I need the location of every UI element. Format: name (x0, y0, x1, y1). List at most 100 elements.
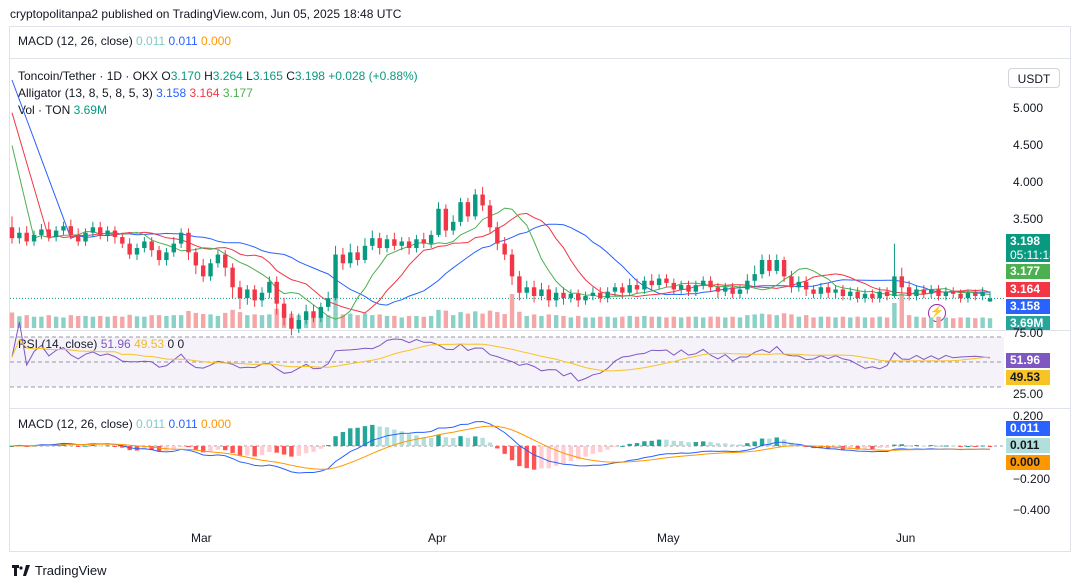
candle-body (737, 289, 743, 294)
volume-bar (68, 315, 74, 328)
rsi-tick-25: 25.00 (1013, 387, 1044, 401)
candle-body (855, 291, 860, 299)
candle-body (384, 239, 390, 248)
volume-bar (171, 315, 176, 328)
rsi-legend[interactable]: RSI (14, close) 51.96 49.53 0 0 (18, 337, 184, 351)
top-macd-legend[interactable]: MACD (12, 26, close) 0.011 0.011 0.000 (18, 34, 231, 48)
volume-bar (656, 316, 662, 328)
candle-body (112, 230, 118, 238)
candle-body (31, 234, 37, 242)
volume-legend[interactable]: Vol · TON 3.69M (18, 103, 107, 117)
candle-body (318, 306, 324, 318)
candle-body (186, 232, 191, 253)
volume-bar (406, 315, 412, 328)
macd-hist-bar (884, 446, 890, 448)
candle-body (355, 252, 360, 260)
volume-bar (737, 317, 743, 328)
candle-body (296, 320, 301, 329)
macd-hist-bar (443, 437, 449, 446)
volume-bar (936, 316, 941, 328)
candle-body (649, 280, 654, 286)
candle-body (61, 226, 66, 231)
macd-hist-bar (362, 426, 368, 446)
macd-hist-bar (752, 441, 757, 446)
macd-hist-bar (83, 445, 88, 447)
macd-hist-bar (384, 427, 390, 446)
macd-line-badge: 0.011 (1006, 421, 1050, 436)
macd-hist-bar (928, 445, 934, 447)
volume-bar (53, 316, 59, 328)
candle-body (325, 298, 331, 307)
macd-hist-bar (509, 446, 515, 461)
candle-body (664, 278, 669, 283)
candle-body (862, 293, 868, 299)
volume-bar (671, 316, 677, 328)
candle-body (723, 287, 728, 292)
candle-body (127, 243, 132, 255)
volume-bar (781, 313, 787, 328)
volume-bar (803, 315, 809, 328)
volume-bar (458, 312, 463, 328)
symbol-name: Toncoin/Tether · 1D · OKX (18, 69, 159, 83)
volume-bar (973, 318, 978, 328)
macd-hist-bar (451, 437, 456, 446)
candle-body (451, 221, 456, 231)
volume-bar (678, 317, 684, 328)
macd-hist-bar (377, 426, 382, 446)
macd-hist-bar (634, 443, 640, 446)
macd-legend[interactable]: MACD (12, 26, close) 0.011 0.011 0.000 (18, 417, 231, 431)
volume-bar (524, 315, 529, 328)
macd-hist-bar (723, 443, 728, 446)
x-tick-apr: Apr (428, 531, 447, 545)
volume-bar (333, 294, 338, 328)
x-tick-jun: Jun (896, 531, 916, 545)
volume-bar (465, 313, 471, 328)
candle-body (561, 292, 566, 299)
volume-bar (568, 317, 574, 328)
macd-signal-value: 0.000 (201, 417, 232, 431)
candle-body (884, 291, 890, 296)
candle-body (171, 243, 176, 253)
macd-hist-bar (759, 438, 765, 446)
volume-bar (951, 318, 956, 328)
volume-bar (355, 315, 360, 328)
candle-body (509, 254, 515, 277)
macd-hist-bar (745, 443, 750, 446)
candle-body (693, 285, 699, 292)
tradingview-logo-icon (12, 564, 30, 576)
candle-body (370, 238, 375, 246)
alligator-legend[interactable]: Alligator (13, 8, 5, 8, 5, 3) 3.158 3.16… (18, 86, 253, 100)
macd-hist-bar (561, 446, 566, 464)
macd-hist-bar (495, 446, 500, 449)
volume-bar (605, 316, 610, 328)
macd-hist-bar (767, 438, 772, 446)
macd-hist-bar (370, 424, 375, 446)
tradingview-brand[interactable]: TradingView (12, 563, 107, 578)
candle-body (134, 248, 140, 255)
candle-body (428, 234, 434, 244)
high-value: 3.264 (212, 69, 243, 83)
macd-hist-bar (480, 437, 485, 446)
volume-bar (906, 315, 912, 328)
candle-body (24, 232, 29, 242)
candle-body (9, 227, 15, 239)
candle-body (421, 239, 426, 244)
currency-button[interactable]: USDT (1008, 68, 1060, 88)
volume-bar (245, 315, 250, 328)
countdown-value: 05:11:18 (1010, 248, 1056, 262)
candle-body (774, 260, 779, 271)
candle-body (590, 292, 596, 296)
candle-body (156, 250, 162, 260)
macd-hist-bar (943, 445, 949, 447)
macd-hist-bar (112, 446, 118, 447)
symbol-legend[interactable]: Toncoin/Tether · 1D · OKX O3.170 H3.264 … (18, 69, 418, 83)
macd-hist-bar (333, 436, 338, 446)
volume-bar (928, 317, 934, 328)
macd-hist-bar (789, 442, 794, 446)
candle-body (818, 287, 824, 294)
candle-body (303, 311, 309, 320)
macd-hist-bar (289, 446, 294, 457)
candle-body (752, 274, 757, 281)
macd-hist-bar (855, 446, 860, 450)
